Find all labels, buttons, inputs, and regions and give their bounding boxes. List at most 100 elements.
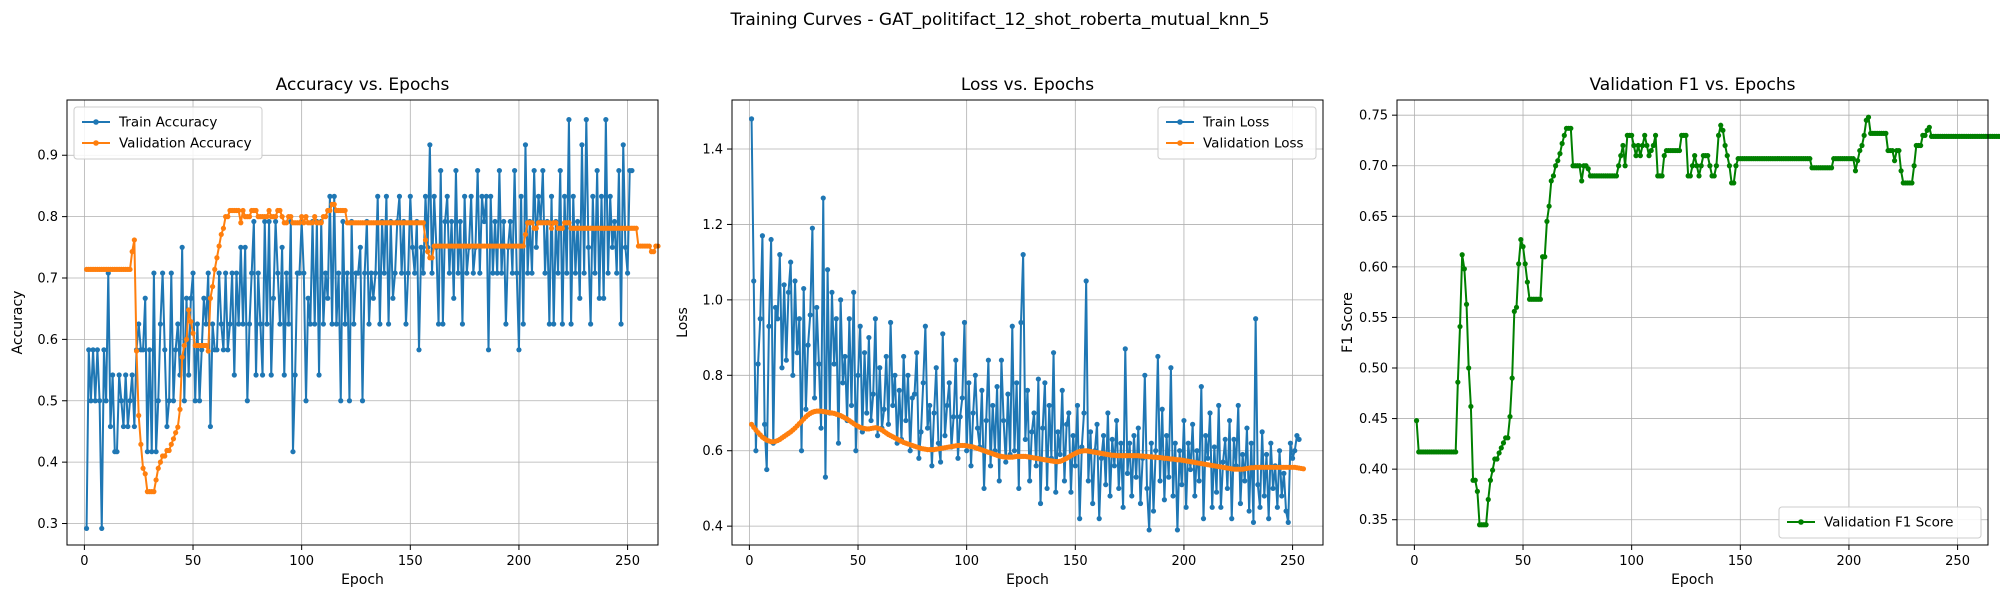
data-point xyxy=(968,463,974,469)
data-point xyxy=(279,214,285,220)
data-point xyxy=(557,167,563,174)
x-tick-label: 150 xyxy=(1728,554,1753,569)
data-point xyxy=(1891,158,1898,164)
data-point xyxy=(331,193,337,199)
y-tick-label: 0.65 xyxy=(1359,210,1388,225)
data-point xyxy=(1074,402,1081,409)
data-point xyxy=(814,304,820,311)
data-point xyxy=(805,342,811,348)
data-point xyxy=(340,218,346,225)
data-point xyxy=(790,372,796,378)
data-point xyxy=(546,220,552,226)
y-tick-label: 0.6 xyxy=(37,333,58,348)
data-point xyxy=(598,193,605,199)
data-point xyxy=(1635,142,1641,149)
data-point xyxy=(581,270,587,276)
data-point xyxy=(840,380,846,386)
data-point xyxy=(946,380,952,386)
data-point xyxy=(1163,433,1170,439)
data-point xyxy=(1005,391,1011,397)
data-point xyxy=(555,270,561,276)
data-point xyxy=(220,225,227,231)
data-point xyxy=(1731,180,1737,186)
data-point xyxy=(616,167,622,174)
data-point xyxy=(212,266,218,273)
y-tick-label: 0.60 xyxy=(1359,260,1388,275)
data-point xyxy=(312,321,318,327)
data-point xyxy=(279,244,285,250)
data-point xyxy=(1855,158,1861,164)
y-tick-label: 0.70 xyxy=(1359,159,1388,174)
data-point xyxy=(985,357,991,363)
y-tick-label: 0.40 xyxy=(1359,463,1388,478)
data-point xyxy=(1694,163,1700,169)
data-point xyxy=(1035,376,1041,382)
data-point xyxy=(1585,166,1591,172)
data-point xyxy=(225,347,231,353)
x-tick-label: 100 xyxy=(1619,554,1644,569)
data-point xyxy=(131,423,137,430)
data-point xyxy=(820,195,826,201)
data-point xyxy=(779,365,785,371)
data-point xyxy=(1100,433,1107,439)
data-point xyxy=(173,347,179,353)
data-point xyxy=(1865,114,1872,120)
data-point xyxy=(325,295,331,301)
data-point xyxy=(146,347,153,353)
data-point xyxy=(157,459,164,465)
data-point xyxy=(618,321,624,327)
data-point xyxy=(883,353,889,360)
x-axis-label: Epoch xyxy=(1006,572,1049,588)
data-point xyxy=(327,193,333,199)
data-point xyxy=(498,270,505,276)
data-point xyxy=(1542,254,1548,260)
data-point xyxy=(1413,418,1420,424)
data-point xyxy=(998,357,1005,363)
data-point xyxy=(1122,346,1128,352)
y-tick-label: 0.8 xyxy=(702,369,723,384)
y-tick-label: 1.4 xyxy=(702,143,723,158)
data-point xyxy=(1087,429,1094,435)
data-point xyxy=(1807,156,1813,162)
data-point xyxy=(229,270,235,276)
data-point xyxy=(155,398,161,404)
data-point xyxy=(1198,384,1204,390)
data-point xyxy=(309,220,316,226)
data-point xyxy=(1724,153,1730,159)
y-tick-label: 0.7 xyxy=(37,272,58,287)
data-point xyxy=(564,270,570,276)
data-point xyxy=(888,319,894,326)
data-point xyxy=(1459,252,1465,258)
data-point xyxy=(131,237,137,243)
data-point xyxy=(609,244,615,250)
chart-panel: 0 50 100 150 200 250 0.4 0.6 0.8 1.0 1.2 1.4 Loss vs… xyxy=(675,75,1324,588)
data-point xyxy=(1064,421,1070,427)
data-point xyxy=(305,295,311,301)
series-line xyxy=(85,118,632,530)
data-point xyxy=(629,167,635,174)
data-point xyxy=(909,395,915,401)
data-point xyxy=(788,259,794,265)
data-point xyxy=(1715,132,1722,138)
data-point xyxy=(940,331,946,337)
data-point xyxy=(253,207,259,214)
data-point xyxy=(811,395,818,401)
data-point xyxy=(1113,417,1120,424)
data-point xyxy=(542,270,548,276)
data-point xyxy=(179,244,185,250)
data-point xyxy=(1507,413,1513,420)
data-point xyxy=(233,270,240,276)
axes-frame xyxy=(731,99,1324,546)
x-tick-label: 150 xyxy=(398,554,423,569)
y-tick-label: 0.55 xyxy=(1359,311,1388,326)
data-point xyxy=(186,307,192,313)
data-point xyxy=(188,318,194,325)
data-point xyxy=(531,167,537,174)
data-point xyxy=(1263,451,1270,458)
data-point xyxy=(1242,478,1248,484)
data-point xyxy=(1211,444,1217,450)
data-point xyxy=(492,218,498,225)
data-point xyxy=(392,270,398,276)
x-tick-label: 250 xyxy=(1280,554,1305,569)
data-point xyxy=(220,347,227,353)
